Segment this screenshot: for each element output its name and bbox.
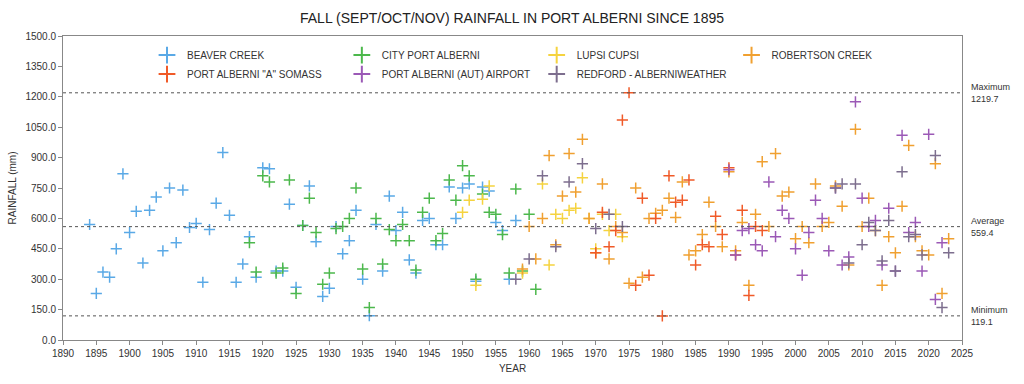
svg-text:2010: 2010: [851, 348, 874, 359]
svg-text:1905: 1905: [152, 348, 175, 359]
svg-text:1895: 1895: [85, 348, 108, 359]
svg-text:750.0: 750.0: [31, 183, 56, 194]
svg-text:Minimum119.1: Minimum119.1: [971, 305, 1008, 327]
svg-text:1350.0: 1350.0: [25, 61, 56, 72]
svg-text:1920: 1920: [252, 348, 275, 359]
svg-text:1900: 1900: [118, 348, 141, 359]
svg-text:1500.0: 1500.0: [25, 31, 56, 42]
svg-text:1925: 1925: [285, 348, 308, 359]
svg-text:1980: 1980: [651, 348, 674, 359]
svg-text:150.0: 150.0: [31, 304, 56, 315]
svg-text:1995: 1995: [751, 348, 774, 359]
svg-text:LUPSI CUPSI: LUPSI CUPSI: [577, 50, 639, 61]
svg-text:YEAR: YEAR: [499, 363, 526, 374]
svg-text:2005: 2005: [818, 348, 841, 359]
svg-text:1985: 1985: [685, 348, 708, 359]
svg-text:Average559.4: Average559.4: [971, 216, 1004, 238]
svg-text:600.0: 600.0: [31, 213, 56, 224]
svg-text:1970: 1970: [585, 348, 608, 359]
svg-text:1935: 1935: [352, 348, 375, 359]
svg-text:450.0: 450.0: [31, 243, 56, 254]
svg-text:1955: 1955: [485, 348, 508, 359]
svg-text:1890: 1890: [52, 348, 75, 359]
svg-text:1990: 1990: [718, 348, 741, 359]
svg-text:REDFORD - ALBERNIWEATHER: REDFORD - ALBERNIWEATHER: [577, 69, 727, 80]
svg-text:1910: 1910: [185, 348, 208, 359]
svg-text:CITY PORT ALBERNI: CITY PORT ALBERNI: [382, 50, 480, 61]
svg-text:1975: 1975: [618, 348, 641, 359]
svg-text:1050.0: 1050.0: [25, 122, 56, 133]
svg-text:2000: 2000: [784, 348, 807, 359]
svg-text:2020: 2020: [918, 348, 941, 359]
svg-text:BEAVER CREEK: BEAVER CREEK: [187, 50, 264, 61]
svg-text:1200.0: 1200.0: [25, 91, 56, 102]
svg-text:1915: 1915: [218, 348, 241, 359]
svg-text:1930: 1930: [318, 348, 341, 359]
svg-text:1950: 1950: [451, 348, 474, 359]
svg-text:900.0: 900.0: [31, 152, 56, 163]
svg-text:1960: 1960: [518, 348, 541, 359]
svg-text:PORT ALBERNI "A" SOMASS: PORT ALBERNI "A" SOMASS: [187, 69, 322, 80]
svg-text:2025: 2025: [951, 348, 974, 359]
svg-text:ROBERTSON CREEK: ROBERTSON CREEK: [772, 50, 873, 61]
svg-text:RAINFALL (mm): RAINFALL (mm): [7, 152, 18, 225]
svg-text:PORT ALBERNI (AUT) AIRPORT: PORT ALBERNI (AUT) AIRPORT: [382, 69, 530, 80]
svg-text:1940: 1940: [385, 348, 408, 359]
svg-text:300.0: 300.0: [31, 274, 56, 285]
svg-text:FALL (SEPT/OCT/NOV) RAINFALL I: FALL (SEPT/OCT/NOV) RAINFALL IN PORT ALB…: [300, 10, 724, 26]
svg-text:0.0: 0.0: [42, 335, 56, 346]
svg-text:1965: 1965: [551, 348, 574, 359]
svg-text:2015: 2015: [884, 348, 907, 359]
svg-text:Maximum1219.7: Maximum1219.7: [971, 82, 1010, 104]
svg-text:1945: 1945: [418, 348, 441, 359]
